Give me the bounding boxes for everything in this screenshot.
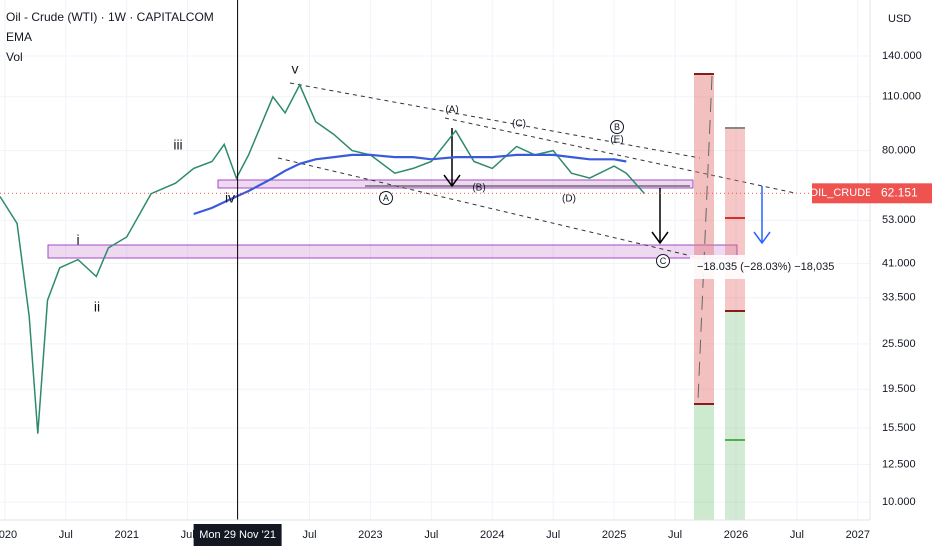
wave-label: (E) <box>610 135 623 146</box>
wave-label: A <box>383 193 389 203</box>
wave-label: (C) <box>512 119 526 130</box>
y-tick-label: 41.000 <box>882 258 916 270</box>
wave-label: (A) <box>445 105 458 116</box>
x-tick-label: Jul <box>424 529 438 541</box>
wave-label: (B) <box>472 183 485 194</box>
arrow-head <box>753 231 771 245</box>
crosshair-tag <box>193 524 282 546</box>
indicator-label[interactable]: Vol <box>6 50 23 64</box>
y-tick-label: 80.000 <box>882 145 916 157</box>
price-line <box>193 153 627 216</box>
wave-label: iv <box>225 190 235 206</box>
price-tag-label: 62.151 <box>881 185 918 199</box>
wave-circle <box>610 120 624 134</box>
wave-label: C <box>660 256 667 266</box>
y-tick-label: 15.500 <box>882 422 916 434</box>
grid <box>0 0 870 520</box>
currency[interactable]: USD <box>888 13 911 25</box>
x-tick-label: 2020 <box>0 529 17 541</box>
series-tag-label: OIL_CRUDE <box>810 187 873 199</box>
crosshair-label: Mon 29 Nov '21 <box>199 529 276 541</box>
y-tick-label: 53.000 <box>882 214 916 226</box>
x-tick-label: 2025 <box>602 529 626 541</box>
wave-circle <box>379 191 393 205</box>
wave-label: ii <box>94 299 100 315</box>
price-axis <box>870 0 932 550</box>
axes: 10.000 12.500 15.500 19.500 25.500 33.500 41.0… <box>0 50 922 541</box>
path <box>697 75 713 401</box>
x-tick-label: 2024 <box>480 529 504 541</box>
symbol-title[interactable]: Oil - Crude (WTI) · 1W · CAPITALCOM <box>6 10 214 24</box>
wave-label: (D) <box>562 194 576 205</box>
y-tick-label: 33.500 <box>882 292 916 304</box>
drawings: −18.035 (−28.03%) −18,035 <box>47 73 838 520</box>
wave-circle <box>656 254 670 268</box>
y-tick-label: 19.500 <box>882 383 916 395</box>
x-tick-label: Jul <box>59 529 73 541</box>
wave-label: v <box>292 61 299 77</box>
x-tick-label: 2023 <box>358 529 382 541</box>
y-tick-label: 12.500 <box>882 458 916 470</box>
wave-label: B <box>614 122 620 132</box>
x-tick-label: 2027 <box>846 529 870 541</box>
measure-label: −18.035 (−28.03%) −18,035 <box>697 261 834 273</box>
target-box <box>725 311 745 520</box>
trendline <box>289 82 701 159</box>
x-tick-label: Jul <box>790 529 804 541</box>
y-tick-label: 25.500 <box>882 338 916 350</box>
trendline <box>444 117 796 194</box>
price-line <box>0 83 646 434</box>
y-tick-label: 140.000 <box>882 50 922 62</box>
y-tick-label: 110.000 <box>882 91 921 103</box>
zone <box>47 244 738 259</box>
wave-label: iii <box>173 137 182 153</box>
price-tag <box>870 183 932 204</box>
indicator-label[interactable]: EMA <box>6 30 32 44</box>
x-tick-label: Jul <box>302 529 316 541</box>
measure-box <box>690 255 838 279</box>
x-tick-label: Jul <box>668 529 682 541</box>
x-tick-label: Jul <box>181 529 195 541</box>
x-tick-label: Jul <box>546 529 560 541</box>
wave-label: i <box>76 232 79 248</box>
time-axis <box>0 520 870 550</box>
arrow-head <box>651 231 669 245</box>
y-tick-label: 10.000 <box>882 496 916 508</box>
trendline <box>277 157 701 259</box>
x-tick-label: 2021 <box>114 529 138 541</box>
target-box <box>694 404 714 520</box>
arrow-head <box>443 174 461 188</box>
risk-box <box>694 74 714 404</box>
series-tag <box>812 183 870 204</box>
risk-box <box>725 128 745 311</box>
x-tick-label: 2026 <box>724 529 748 541</box>
